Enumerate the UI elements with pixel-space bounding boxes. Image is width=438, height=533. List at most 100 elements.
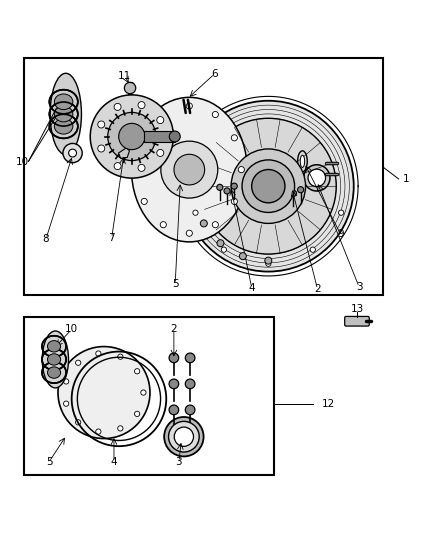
Text: 5: 5 [46, 457, 53, 467]
Ellipse shape [47, 367, 60, 378]
Circle shape [75, 419, 81, 425]
Circle shape [114, 103, 121, 110]
Circle shape [183, 101, 354, 272]
Circle shape [141, 198, 147, 205]
Bar [24, 59, 383, 295]
Text: 4: 4 [248, 284, 255, 293]
Text: 8: 8 [42, 234, 49, 244]
Text: 11: 11 [118, 71, 131, 81]
Circle shape [64, 379, 69, 384]
Circle shape [238, 166, 244, 173]
Text: 9: 9 [337, 229, 344, 239]
Circle shape [283, 187, 290, 193]
Circle shape [90, 95, 173, 178]
Circle shape [114, 163, 121, 169]
Circle shape [231, 149, 306, 223]
Text: 2: 2 [170, 325, 177, 335]
Circle shape [138, 102, 145, 109]
Circle shape [160, 111, 166, 118]
Circle shape [138, 164, 145, 172]
Circle shape [119, 123, 145, 150]
Ellipse shape [131, 98, 247, 242]
Circle shape [108, 112, 156, 160]
Text: 10: 10 [65, 325, 78, 335]
Circle shape [290, 190, 297, 196]
Circle shape [124, 82, 136, 94]
Text: 6: 6 [211, 69, 218, 79]
Circle shape [185, 405, 195, 415]
Circle shape [75, 360, 81, 366]
Bar [144, 131, 175, 142]
Text: 10: 10 [16, 157, 29, 167]
Circle shape [169, 422, 199, 452]
Polygon shape [118, 148, 130, 158]
Circle shape [308, 169, 325, 187]
Circle shape [252, 169, 285, 203]
Circle shape [141, 135, 147, 141]
Circle shape [174, 427, 194, 446]
Circle shape [242, 160, 295, 213]
Circle shape [212, 222, 219, 228]
Circle shape [96, 351, 101, 356]
Circle shape [134, 166, 140, 173]
Circle shape [265, 257, 272, 264]
Ellipse shape [298, 151, 307, 172]
Text: 3: 3 [356, 282, 363, 292]
Ellipse shape [300, 155, 305, 167]
Circle shape [69, 149, 77, 157]
Ellipse shape [50, 74, 81, 155]
Circle shape [58, 346, 150, 439]
Circle shape [239, 253, 246, 260]
Circle shape [266, 261, 271, 266]
Circle shape [221, 247, 226, 252]
Circle shape [96, 429, 101, 434]
Bar [24, 317, 274, 474]
Circle shape [201, 118, 336, 254]
Circle shape [98, 121, 105, 128]
Text: 13: 13 [350, 304, 364, 314]
Circle shape [224, 188, 230, 194]
Circle shape [169, 131, 180, 142]
Circle shape [231, 198, 237, 205]
Circle shape [160, 222, 166, 228]
Circle shape [217, 184, 223, 190]
Text: 5: 5 [172, 279, 179, 289]
Circle shape [157, 149, 164, 156]
Circle shape [118, 354, 123, 359]
Circle shape [304, 165, 330, 191]
Circle shape [134, 369, 140, 374]
Ellipse shape [54, 118, 73, 134]
Circle shape [185, 353, 195, 362]
Text: 3: 3 [176, 457, 182, 467]
Ellipse shape [47, 341, 60, 352]
Circle shape [98, 145, 105, 152]
Text: 4: 4 [111, 457, 117, 467]
Ellipse shape [47, 354, 60, 365]
Circle shape [200, 220, 207, 227]
Circle shape [134, 411, 140, 416]
Circle shape [141, 390, 146, 395]
Circle shape [185, 379, 195, 389]
Circle shape [231, 183, 237, 189]
Circle shape [339, 210, 344, 215]
Circle shape [186, 103, 192, 109]
Circle shape [186, 230, 192, 236]
Circle shape [164, 417, 204, 456]
Circle shape [231, 135, 237, 141]
Circle shape [193, 210, 198, 215]
Text: 12: 12 [322, 399, 335, 409]
Circle shape [64, 401, 69, 406]
Ellipse shape [42, 331, 68, 388]
Circle shape [217, 240, 224, 247]
Circle shape [174, 154, 205, 185]
Circle shape [310, 247, 315, 252]
Circle shape [169, 405, 179, 415]
Circle shape [212, 111, 219, 118]
Ellipse shape [54, 94, 73, 110]
Text: 2: 2 [314, 284, 321, 294]
Circle shape [118, 426, 123, 431]
Circle shape [161, 141, 218, 198]
Circle shape [63, 143, 82, 163]
Circle shape [157, 117, 164, 124]
Ellipse shape [54, 106, 73, 122]
